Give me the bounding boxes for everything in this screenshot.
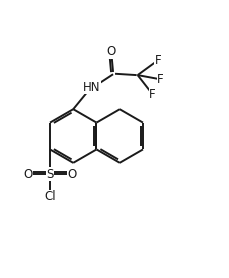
Text: HN: HN	[83, 81, 101, 94]
Text: O: O	[107, 45, 116, 58]
Text: F: F	[157, 73, 164, 86]
Text: Cl: Cl	[44, 190, 56, 203]
Text: O: O	[67, 168, 77, 181]
Text: S: S	[46, 168, 54, 181]
Text: F: F	[149, 88, 156, 101]
Text: F: F	[155, 54, 161, 67]
Text: O: O	[23, 168, 33, 181]
